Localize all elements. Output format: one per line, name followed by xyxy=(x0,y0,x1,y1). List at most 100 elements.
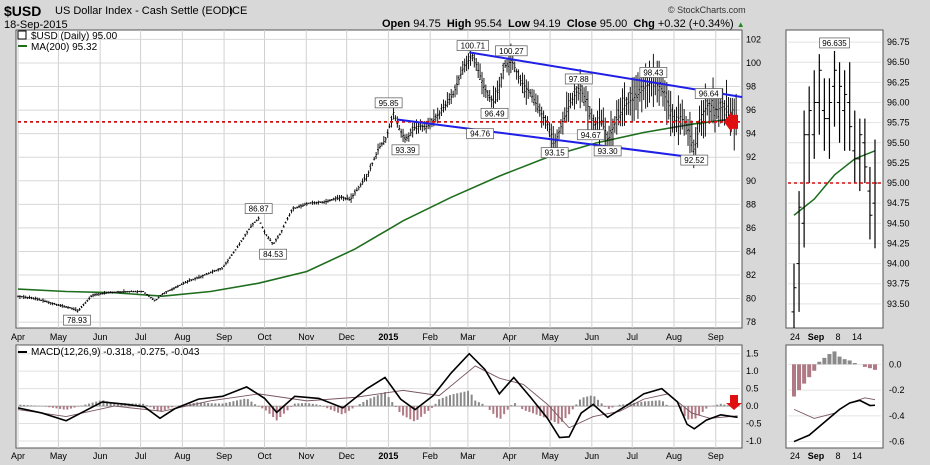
x-tick-label-macd: 2015 xyxy=(378,451,398,461)
trendline-lower xyxy=(396,118,692,159)
macd-histogram-bar xyxy=(365,399,368,407)
macd-histogram-bar xyxy=(156,406,159,412)
macd-histogram-bar xyxy=(113,403,116,407)
macd-histogram-bar xyxy=(398,406,401,412)
x-tick-label-macd: Aug xyxy=(666,451,682,461)
macd-histogram-bar xyxy=(387,397,390,407)
macd-histogram-bar xyxy=(604,406,607,407)
up-triangle-icon: ▲ xyxy=(736,20,745,29)
y-tick-label: 100 xyxy=(746,58,761,68)
macd-histogram-bar xyxy=(62,406,65,410)
macd-histogram-bar xyxy=(59,406,62,409)
macd-histogram-bar xyxy=(268,406,271,414)
macd-histogram-bar xyxy=(394,406,397,408)
zoom-macd-y-tick-label: -0.6 xyxy=(889,437,905,447)
x-tick-label-price: Jul xyxy=(135,332,147,342)
chart-symbol: $USD xyxy=(4,3,42,19)
macd-y-tick-label: -0.5 xyxy=(746,419,762,429)
macd-histogram-bar xyxy=(120,403,123,407)
y-tick-label: 96 xyxy=(746,105,756,115)
macd-histogram-bar xyxy=(185,404,188,407)
macd-histogram-bar xyxy=(600,403,603,407)
macd-histogram-bar xyxy=(48,406,51,408)
zoom-macd-histogram-bar xyxy=(797,364,802,391)
macd-histogram-bar xyxy=(391,402,394,407)
macd-histogram-bar xyxy=(441,397,444,407)
x-tick-label-price: Sep xyxy=(708,332,724,342)
macd-histogram-bar xyxy=(539,406,542,416)
x-tick-label-price: Mar xyxy=(460,332,476,342)
macd-histogram-bar xyxy=(701,406,704,412)
macd-histogram-bar xyxy=(239,399,242,407)
macd-histogram-bar xyxy=(640,401,643,407)
y-tick-label: 84 xyxy=(746,246,756,256)
macd-histogram-bar xyxy=(214,403,217,407)
macd-histogram-bar xyxy=(618,404,621,407)
macd-histogram-bar xyxy=(430,406,433,408)
callout-label: 86.87 xyxy=(249,205,270,214)
macd-histogram-bar xyxy=(402,406,405,416)
open-value: 94.75 xyxy=(413,18,441,30)
x-tick-label-price: 2015 xyxy=(378,332,398,342)
macd-histogram-bar xyxy=(571,406,574,410)
macd-histogram-bar xyxy=(315,404,318,407)
macd-histogram-bar xyxy=(308,403,311,407)
macd-histogram-bar xyxy=(329,406,332,410)
zoom-macd-histogram-bar xyxy=(842,359,847,365)
x-tick-label-price: Jun xyxy=(585,332,600,342)
macd-histogram-bar xyxy=(550,406,553,421)
macd-histogram-bar xyxy=(142,403,145,407)
macd-histogram-bar xyxy=(80,405,83,407)
y-tick-label: 86 xyxy=(746,223,756,233)
macd-histogram-bar xyxy=(611,406,614,408)
y-tick-label: 98 xyxy=(746,82,756,92)
macd-histogram-bar xyxy=(405,406,408,418)
x-tick-label-price: May xyxy=(542,332,560,342)
zoom-callout-label: 96.635 xyxy=(822,39,847,48)
macd-histogram-bar xyxy=(163,406,166,411)
ma-legend: MA(200) 95.32 xyxy=(31,42,98,53)
callout-label: 92.52 xyxy=(684,156,705,165)
macd-histogram-bar xyxy=(138,403,141,407)
macd-y-tick-label: 0.0 xyxy=(746,401,759,411)
macd-histogram-bar xyxy=(91,402,94,407)
callout-box xyxy=(63,314,91,326)
macd-histogram-bar xyxy=(30,405,33,407)
low-label: Low xyxy=(508,18,531,30)
macd-histogram-bar xyxy=(506,406,509,410)
macd-histogram-bar xyxy=(589,395,592,407)
macd-histogram-bar xyxy=(199,402,202,407)
zoom-y-tick-label: 93.50 xyxy=(887,299,910,309)
macd-histogram-bar xyxy=(456,393,459,407)
y-tick-label: 94 xyxy=(746,129,756,139)
callout-box xyxy=(540,147,569,159)
macd-histogram-bar xyxy=(300,403,303,407)
macd-histogram-bar xyxy=(513,403,516,407)
macd-histogram-bar xyxy=(528,406,531,412)
chart-date: 18-Sep-2015 xyxy=(4,19,68,31)
macd-histogram-bar xyxy=(532,406,535,414)
macd-histogram-bar xyxy=(477,402,480,407)
callout-box xyxy=(495,45,528,57)
macd-y-tick-label: 1.5 xyxy=(746,349,759,359)
zoom-y-tick-label: 96.00 xyxy=(887,97,910,107)
macd-y-tick-label: -1.0 xyxy=(746,436,762,446)
macd-histogram-bar xyxy=(445,396,448,407)
macd-histogram-bar xyxy=(167,406,170,409)
macd-histogram-bar xyxy=(622,404,625,407)
y-tick-label: 78 xyxy=(746,317,756,327)
zoom-macd-x-tick-label: Sep xyxy=(808,451,825,461)
macd-histogram-bar xyxy=(286,406,289,411)
macd-histogram-bar xyxy=(481,403,484,407)
callout-box xyxy=(593,145,622,157)
macd-histogram-bar xyxy=(26,405,29,407)
x-tick-label-macd: Jul xyxy=(135,451,147,461)
macd-histogram-bar xyxy=(152,406,155,410)
macd-histogram-bar xyxy=(145,405,148,407)
macd-histogram-bar xyxy=(380,393,383,407)
macd-histogram-bar xyxy=(149,406,152,408)
x-tick-label-macd: May xyxy=(542,451,560,461)
callout-box xyxy=(694,88,723,99)
macd-histogram-bar xyxy=(257,406,260,407)
macd-histogram-bar xyxy=(304,403,307,407)
